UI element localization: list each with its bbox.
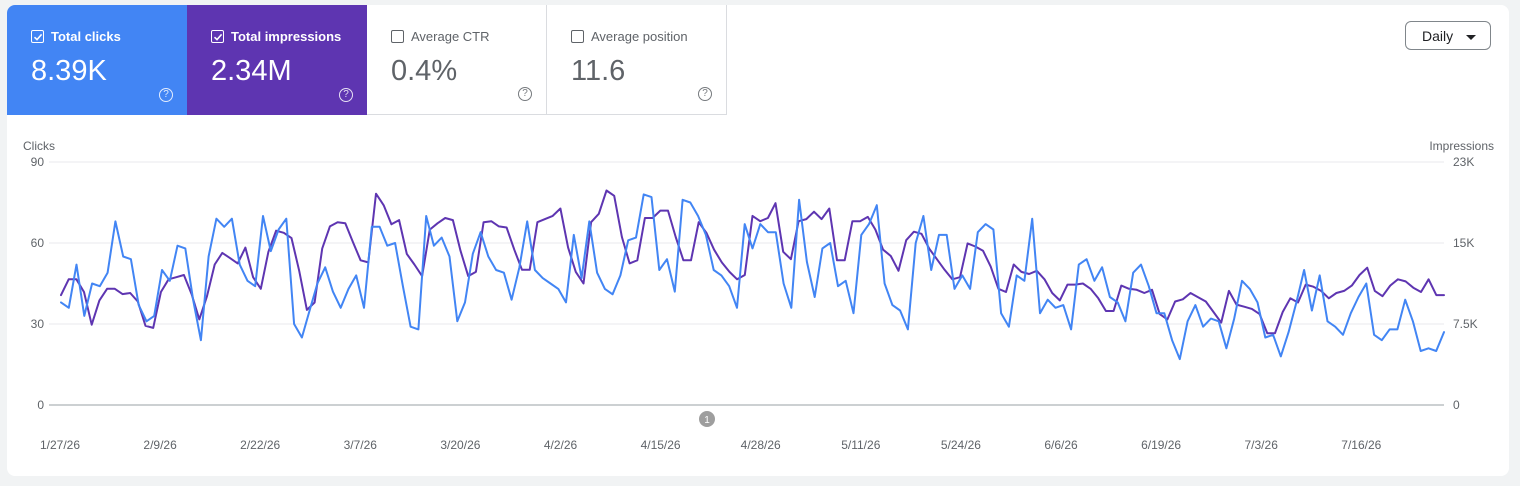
x-tick-label: 4/2/26 [544,438,578,452]
right-axis-title: Impressions [1429,139,1494,153]
right-y-tick-label: 15K [1453,236,1474,250]
help-icon[interactable]: ? [518,87,532,101]
x-tick-label: 5/24/26 [941,438,981,452]
period-dropdown-value: Daily [1422,27,1454,44]
checkbox-unchecked-icon[interactable] [571,30,584,43]
annotation-badge[interactable] [699,411,715,427]
x-tick-label: 6/6/26 [1044,438,1078,452]
help-icon[interactable]: ? [159,88,173,102]
series-lines [60,189,1445,361]
x-tick-label: 4/28/26 [741,438,781,452]
right-y-tick-label: 7.5K [1453,317,1478,331]
metric-value: 2.34M [211,55,292,87]
metric-value: 8.39K [31,55,107,87]
left-axis-title: Clicks [23,139,55,153]
metric-label: Total impressions [231,29,342,44]
clicks-series-line [60,193,1445,361]
left-y-tick-label: 60 [31,236,45,250]
x-tick-label: 3/7/26 [344,438,378,452]
period-dropdown[interactable]: Daily [1405,21,1491,50]
left-y-tick-label: 30 [31,317,45,331]
checkbox-unchecked-icon[interactable] [391,30,404,43]
metric-value: 0.4% [391,55,458,87]
metric-total-impressions[interactable]: Total impressions 2.34M ? [187,5,367,115]
metric-value: 11.6 [571,55,626,87]
checkbox-checked-icon[interactable] [211,30,224,43]
caret-down-icon [1466,35,1476,40]
x-tick-label: 4/15/26 [641,438,681,452]
metric-total-clicks[interactable]: Total clicks 8.39K ? [7,5,187,115]
gridlines [49,161,1444,406]
right-y-tick-label: 23K [1453,155,1474,169]
metric-average-ctr[interactable]: Average CTR 0.4% ? [367,5,547,115]
performance-card: Total clicks 8.39K ? Total impressions 2… [7,5,1509,476]
axis-labels: 0 0 30 7.5K 60 15K 90 23K Clicks Impressions 1/27/… [23,139,1494,452]
metric-average-position[interactable]: Average position 11.6 ? [547,5,727,115]
x-tick-label: 2/9/26 [143,438,177,452]
x-tick-label: 2/22/26 [240,438,280,452]
x-tick-label: 7/16/26 [1341,438,1381,452]
performance-chart: 0 0 30 7.5K 60 15K 90 23K Clicks Impressions 1/27/… [23,139,1494,452]
x-tick-label: 3/20/26 [440,438,480,452]
annotation-marker[interactable]: 1 [699,411,715,427]
x-tick-label: 5/11/26 [841,438,880,452]
metric-label: Average CTR [411,29,490,44]
left-y-tick-label: 0 [37,398,44,412]
x-tick-label: 6/19/26 [1141,438,1181,452]
impressions-series-line [60,189,1445,335]
help-icon[interactable]: ? [339,88,353,102]
help-icon[interactable]: ? [698,87,712,101]
metric-label: Total clicks [51,29,121,44]
x-tick-label: 1/27/26 [40,438,80,452]
checkbox-checked-icon[interactable] [31,30,44,43]
annotation-label: 1 [704,415,710,426]
x-tick-label: 7/3/26 [1245,438,1279,452]
right-y-tick-label: 0 [1453,398,1460,412]
metric-label: Average position [591,29,688,44]
left-y-tick-label: 90 [31,155,45,169]
